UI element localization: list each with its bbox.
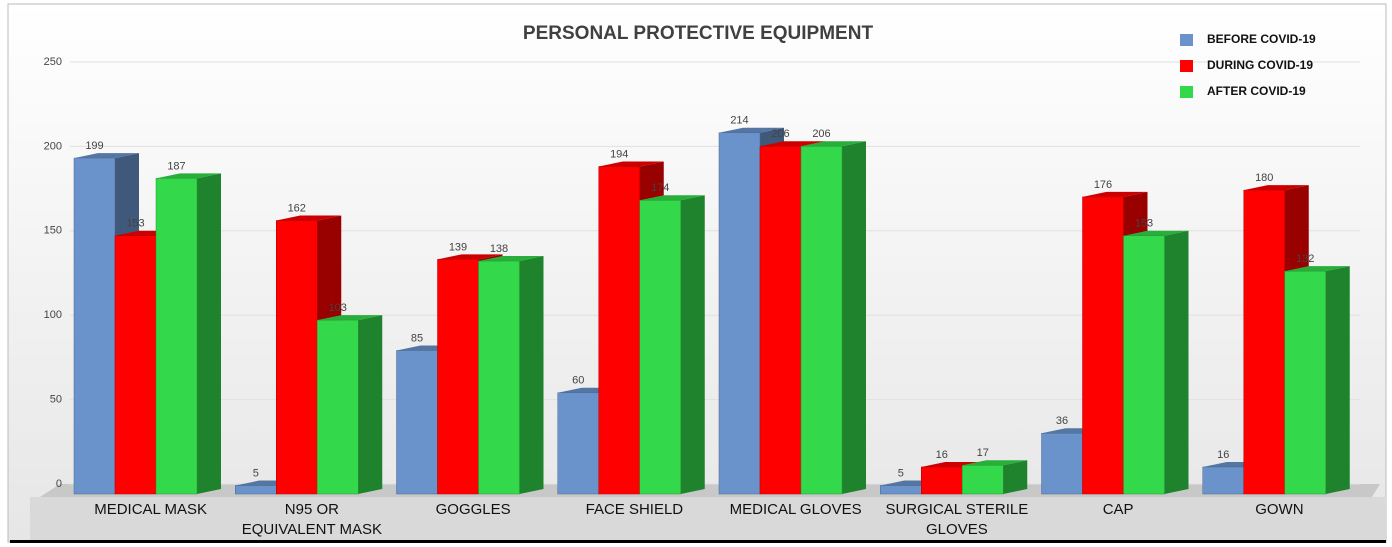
bar-side — [358, 315, 383, 494]
value-label: 180 — [1255, 172, 1273, 184]
y-tick-label: 50 — [50, 394, 62, 406]
value-label: 153 — [1135, 218, 1153, 230]
bar — [114, 235, 157, 495]
bar-top — [639, 195, 705, 201]
bar-top — [598, 161, 664, 167]
bar — [276, 220, 318, 495]
bar — [155, 178, 198, 495]
value-label: 176 — [1094, 179, 1112, 191]
value-label: 139 — [449, 241, 467, 253]
y-tick-label: 200 — [44, 140, 62, 152]
bar — [1202, 466, 1244, 495]
category-strip — [30, 497, 1386, 541]
bar — [1284, 270, 1326, 495]
bar-top — [74, 153, 139, 159]
value-label: 5 — [898, 467, 904, 479]
bar — [235, 485, 277, 495]
bar — [639, 200, 681, 495]
bar-top — [276, 215, 342, 221]
bar-top — [801, 141, 866, 147]
value-label: 132 — [1296, 253, 1314, 265]
bar-side — [680, 195, 705, 494]
x-tick-label: MEDICAL GLOVES — [729, 501, 862, 518]
y-tick-label: 0 — [56, 478, 62, 490]
x-tick-label: N95 OR EQUIVALENT MASK — [241, 501, 383, 538]
value-label: 60 — [572, 375, 584, 387]
value-label: 17 — [977, 447, 989, 459]
x-tick-label: MEDICAL MASK — [94, 501, 208, 518]
bar-top — [478, 256, 544, 262]
bar-side — [519, 256, 544, 494]
x-tick-label: FACE SHIELD — [585, 501, 684, 518]
value-label: 85 — [411, 332, 423, 344]
bar-side — [197, 173, 221, 494]
bar-side — [842, 141, 866, 494]
value-label: 206 — [771, 128, 789, 140]
bar-top — [317, 315, 383, 321]
y-tick-label: 250 — [44, 56, 62, 68]
value-label: 5 — [253, 467, 259, 479]
bar — [921, 466, 963, 495]
bar-top — [437, 254, 503, 260]
value-label: 174 — [651, 182, 669, 194]
value-label: 187 — [167, 160, 185, 172]
value-label: 138 — [490, 243, 508, 255]
bar — [880, 485, 922, 495]
value-label: 153 — [126, 218, 144, 230]
x-tick-label: SURGICAL STERILE GLOVES — [885, 501, 1029, 538]
bar-top — [1123, 230, 1189, 236]
bar-top — [760, 141, 825, 147]
bar — [800, 146, 843, 495]
bar — [1123, 235, 1165, 495]
value-label: 162 — [288, 202, 306, 214]
legend-label: AFTER COVID-19 — [1207, 84, 1306, 98]
bar — [1243, 189, 1285, 495]
bar-top — [156, 173, 221, 179]
bar-top — [1243, 185, 1309, 191]
legend-swatch — [1180, 34, 1193, 46]
chart-title: PERSONAL PROTECTIVE EQUIPMENT — [523, 23, 874, 44]
bar — [718, 132, 761, 495]
bar — [1041, 432, 1083, 495]
bar — [598, 166, 640, 495]
bar — [1082, 196, 1124, 495]
value-label: 194 — [610, 148, 628, 160]
bar — [478, 260, 520, 495]
value-label: 16 — [1217, 449, 1229, 461]
value-label: 36 — [1056, 415, 1068, 427]
bottom-border — [10, 540, 1386, 543]
bar — [759, 146, 802, 495]
x-tick-label: GOWN — [1255, 501, 1304, 518]
legend-label: DURING COVID-19 — [1207, 58, 1313, 72]
value-label: 199 — [85, 140, 103, 152]
bar-side — [1325, 266, 1350, 494]
value-label: 214 — [730, 115, 748, 127]
legend-label: BEFORE COVID-19 — [1207, 32, 1316, 46]
legend-swatch — [1180, 60, 1193, 72]
y-tick-label: 100 — [44, 309, 62, 321]
bar — [962, 465, 1004, 495]
bar-top — [962, 460, 1028, 466]
bar-side — [1164, 230, 1189, 494]
bar-top — [719, 127, 784, 133]
bar — [73, 157, 116, 495]
value-label: 206 — [812, 128, 830, 140]
bar — [396, 350, 438, 495]
value-label: 103 — [329, 302, 347, 314]
legend-swatch — [1180, 86, 1193, 98]
bar-side — [1003, 460, 1028, 494]
bar — [437, 259, 479, 495]
bar — [557, 392, 599, 495]
bar — [317, 319, 359, 495]
bar-top — [921, 461, 987, 467]
x-tick-label: CAP — [1102, 501, 1134, 518]
x-tick-label: GOGGLES — [435, 501, 511, 518]
bar-top — [1284, 266, 1350, 272]
bar-top — [1082, 191, 1148, 197]
value-label: 16 — [936, 449, 948, 461]
y-tick-label: 150 — [44, 225, 62, 237]
